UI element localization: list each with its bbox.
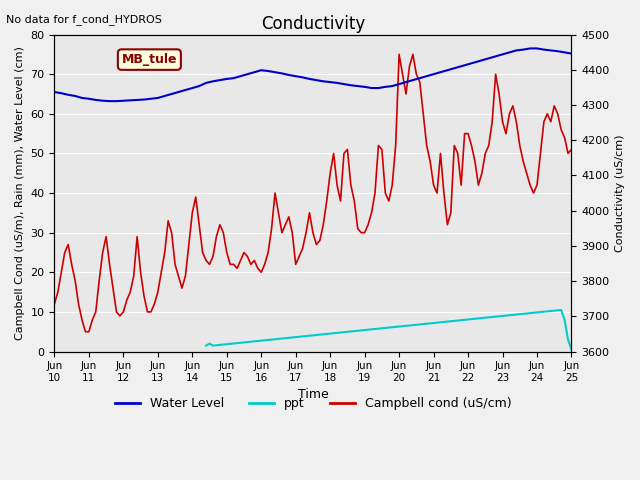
Text: No data for f_cond_HYDROS: No data for f_cond_HYDROS xyxy=(6,14,163,25)
Y-axis label: Campbell Cond (uS/m), Rain (mm), Water Level (cm): Campbell Cond (uS/m), Rain (mm), Water L… xyxy=(15,46,25,340)
Text: MB_tule: MB_tule xyxy=(122,53,177,66)
Title: Conductivity: Conductivity xyxy=(261,15,365,33)
Y-axis label: Conductivity (uS/cm): Conductivity (uS/cm) xyxy=(615,134,625,252)
Legend: Water Level, ppt, Campbell cond (uS/cm): Water Level, ppt, Campbell cond (uS/cm) xyxy=(109,392,516,415)
X-axis label: Time: Time xyxy=(298,388,328,401)
